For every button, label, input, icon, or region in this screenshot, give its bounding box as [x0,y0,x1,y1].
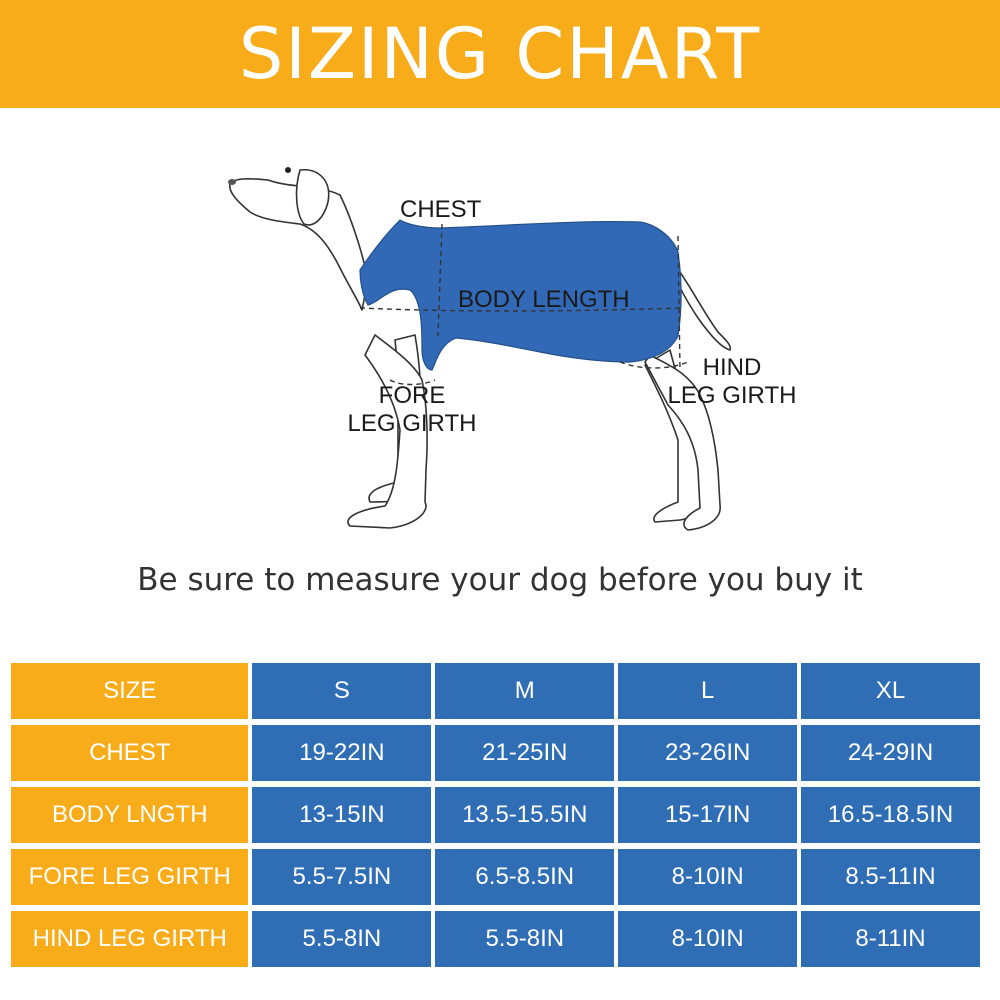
fore-leg-girth-label-line-2: LEG GIRTH [347,410,477,437]
page-title: SIZING CHART [238,13,762,95]
table-cell: 8.5-11IN [801,849,980,905]
header-cell-xl: XL [801,663,980,719]
table-cell: 8-11IN [801,911,980,967]
table-cell: 23-26IN [618,725,798,781]
chest-label: CHEST [400,196,482,223]
table-cell: 5.5-7.5IN [252,849,432,905]
fore-leg-girth-label-line-1: FORE [378,382,446,409]
table-cell: 21-25IN [435,725,615,781]
row-label-chest: CHEST [11,725,249,781]
table-cell: 13.5-15.5IN [435,787,615,843]
table-header-row: SIZE S M L XL [11,663,980,719]
dog-measurement-diagram: CHEST BODY LENGTH FORE LEG GIRTH HIND LE… [200,140,820,540]
table-cell: 6.5-8.5IN [435,849,615,905]
table-cell: 24-29IN [801,725,980,781]
table-cell: 13-15IN [252,787,432,843]
header-cell-size: SIZE [11,663,249,719]
table-row: FORE LEG GIRTH 5.5-7.5IN 6.5-8.5IN 8-10I… [11,849,980,905]
row-label-hind-leg-girth: HIND LEG GIRTH [11,911,249,967]
table-row: BODY LNGTH 13-15IN 13.5-15.5IN 15-17IN 1… [11,787,980,843]
table-cell: 8-10IN [618,911,798,967]
row-label-body-length: BODY LNGTH [11,787,249,843]
header-cell-m: M [435,663,615,719]
size-table: SIZE S M L XL CHEST 19-22IN 21-25IN 23-2… [7,657,984,973]
fore-leg-girth-label: FORE LEG GIRTH [344,382,480,438]
dog-illustration [228,167,732,531]
row-label-fore-leg-girth: FORE LEG GIRTH [11,849,249,905]
hind-leg-girth-label-line-1: HIND [702,354,762,381]
table-cell: 8-10IN [618,849,798,905]
table-cell: 19-22IN [252,725,432,781]
table-row: CHEST 19-22IN 21-25IN 23-26IN 24-29IN [11,725,980,781]
header-cell-s: S [252,663,432,719]
body-length-label: BODY LENGTH [458,286,630,313]
hind-leg-girth-label: HIND LEG GIRTH [664,354,800,410]
title-banner: SIZING CHART [0,0,1000,108]
table-cell: 5.5-8IN [252,911,432,967]
table-row: HIND LEG GIRTH 5.5-8IN 5.5-8IN 8-10IN 8-… [11,911,980,967]
table-cell: 16.5-18.5IN [801,787,980,843]
header-cell-l: L [618,663,798,719]
table-cell: 15-17IN [618,787,798,843]
measure-instruction: Be sure to measure your dog before you b… [137,562,863,598]
hind-leg-girth-label-line-2: LEG GIRTH [667,382,797,409]
table-cell: 5.5-8IN [435,911,615,967]
